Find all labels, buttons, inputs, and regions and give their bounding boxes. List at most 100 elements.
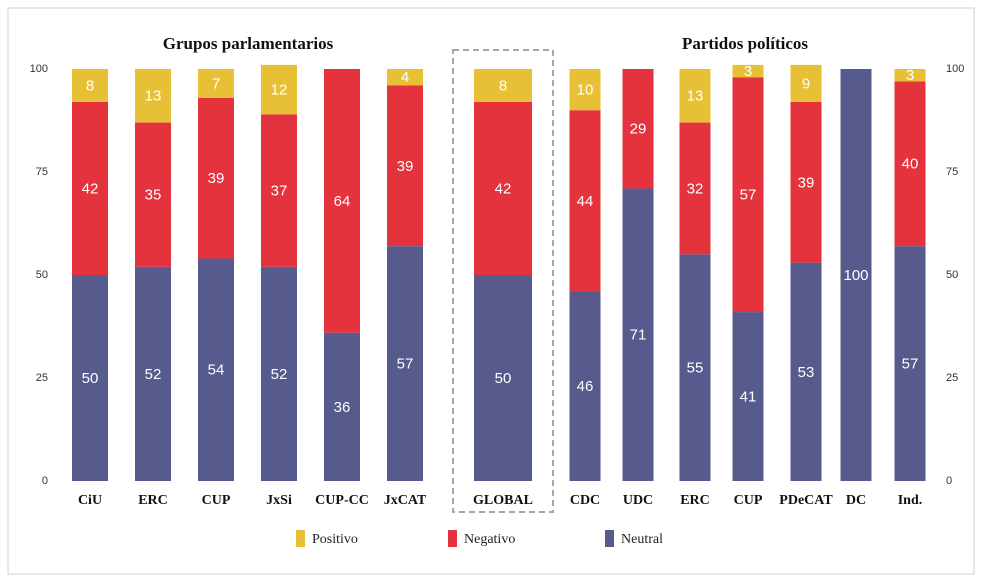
- bar-segment: [894, 81, 926, 247]
- y2-tick-label: 100: [946, 63, 964, 75]
- bar-segment: [135, 69, 171, 123]
- value-label: 55: [687, 360, 704, 377]
- value-label: 39: [397, 158, 414, 175]
- bar-segment: [790, 101, 822, 263]
- legend-label: Neutral: [621, 532, 663, 547]
- bar-segment: [474, 69, 532, 102]
- bar-segment: [569, 69, 601, 111]
- value-label: 53: [798, 364, 815, 381]
- y-tick-label: 75: [36, 166, 48, 178]
- value-label: 10: [577, 82, 594, 99]
- x-tick-label: PDeCAT: [779, 493, 833, 508]
- value-label: 42: [82, 180, 99, 197]
- legend-swatch: [448, 530, 457, 547]
- legend-label: Positivo: [312, 532, 358, 547]
- y-tick-label: 25: [36, 372, 48, 384]
- value-label: 3: [744, 63, 752, 80]
- y-tick-label: 0: [42, 475, 48, 487]
- bar-segment: [622, 69, 654, 189]
- bar-segment: [387, 246, 423, 481]
- value-label: 37: [271, 183, 288, 200]
- bar-segment: [387, 85, 423, 247]
- x-tick-label: CUP: [202, 493, 231, 508]
- bar-segment: [474, 101, 532, 276]
- value-label: 39: [798, 174, 815, 191]
- bar-segment: [732, 64, 764, 78]
- value-label: 52: [271, 366, 288, 383]
- value-label: 32: [687, 180, 704, 197]
- bar-segment: [679, 69, 711, 123]
- legend-swatch: [605, 530, 614, 547]
- bar-segment: [679, 254, 711, 481]
- y-tick-label: 100: [30, 63, 48, 75]
- bar-segment: [894, 69, 926, 82]
- bar-segment: [622, 188, 654, 482]
- bar-segment: [732, 77, 764, 313]
- bar-segment: [261, 114, 297, 267]
- y2-tick-label: 75: [946, 166, 958, 178]
- value-label: 4: [401, 69, 409, 86]
- x-tick-label: CUP: [734, 493, 763, 508]
- value-label: 50: [495, 370, 512, 387]
- group-title: Grupos parlamentarios: [163, 34, 334, 53]
- x-tick-label: CUP-CC: [315, 493, 369, 508]
- chart-frame: [7, 7, 975, 575]
- value-label: 57: [740, 187, 757, 204]
- bar-segment: [790, 64, 822, 102]
- bar-segment: [569, 291, 601, 481]
- x-tick-label: DC: [846, 493, 866, 508]
- bar-segment: [840, 69, 872, 481]
- value-label: 57: [397, 356, 414, 373]
- value-label: 100: [843, 267, 868, 284]
- bar-segment: [324, 69, 360, 333]
- value-label: 36: [334, 399, 351, 416]
- value-label: 29: [630, 121, 647, 138]
- value-label: 8: [86, 77, 94, 94]
- y-tick-label: 50: [36, 269, 48, 281]
- value-label: 52: [145, 366, 162, 383]
- value-label: 42: [495, 180, 512, 197]
- bar-segment: [894, 246, 926, 481]
- value-label: 64: [334, 193, 351, 210]
- x-tick-label: JxSi: [266, 493, 292, 508]
- bar-segment: [387, 69, 423, 86]
- bar-segment: [198, 97, 234, 259]
- value-label: 46: [577, 378, 594, 395]
- bar-segment: [261, 266, 297, 481]
- bar-segment: [72, 69, 108, 102]
- bar-segment: [679, 122, 711, 255]
- x-tick-label: GLOBAL: [473, 493, 533, 508]
- x-tick-label: UDC: [623, 493, 653, 508]
- value-label: 54: [208, 362, 225, 379]
- value-label: 44: [577, 193, 594, 210]
- x-tick-label: ERC: [138, 493, 168, 508]
- global-box: [452, 49, 554, 513]
- value-label: 50: [82, 370, 99, 387]
- value-label: 35: [145, 187, 162, 204]
- value-label: 39: [208, 170, 225, 187]
- x-tick-label: ERC: [680, 493, 710, 508]
- bar-segment: [324, 332, 360, 481]
- bar-segment: [135, 122, 171, 267]
- bar-segment: [198, 69, 234, 98]
- y2-tick-label: 0: [946, 475, 952, 487]
- bar-segment: [790, 262, 822, 481]
- bar-segment: [732, 312, 764, 481]
- value-label: 9: [802, 75, 810, 92]
- x-tick-label: Ind.: [898, 493, 923, 508]
- value-label: 13: [145, 88, 162, 105]
- y2-tick-label: 25: [946, 372, 958, 384]
- value-label: 41: [740, 389, 757, 406]
- bar-segment: [261, 64, 297, 115]
- bar-segment: [135, 266, 171, 481]
- bar-segment: [474, 275, 532, 481]
- value-label: 57: [902, 356, 919, 373]
- group-title: Partidos políticos: [682, 34, 808, 53]
- value-label: 12: [271, 82, 288, 99]
- value-label: 3: [906, 67, 914, 84]
- value-label: 8: [499, 77, 507, 94]
- legend-label: Negativo: [464, 532, 515, 547]
- value-label: 13: [687, 88, 704, 105]
- value-label: 7: [212, 75, 220, 92]
